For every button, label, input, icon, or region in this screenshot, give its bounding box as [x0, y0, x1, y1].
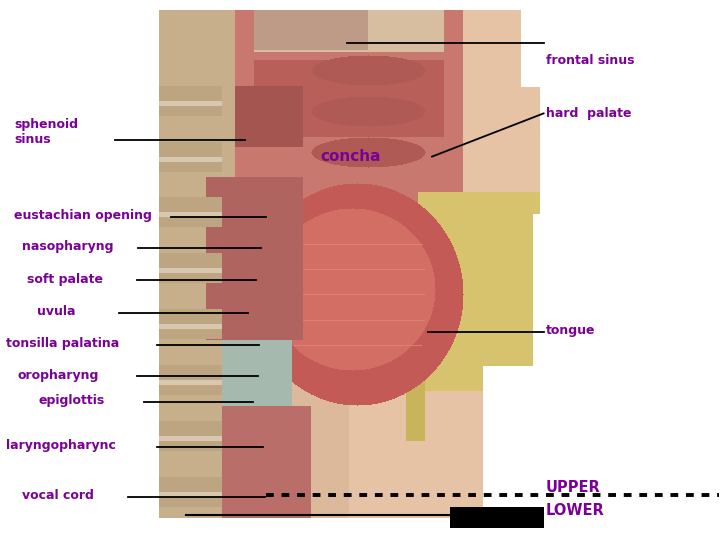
Text: tongue: tongue: [546, 324, 595, 337]
Text: laryngopharync: laryngopharync: [6, 439, 116, 452]
Bar: [450, 507, 544, 528]
Text: frontal sinus: frontal sinus: [546, 54, 634, 67]
Text: epiglottis: epiglottis: [38, 394, 104, 407]
Text: tonsilla palatina: tonsilla palatina: [6, 338, 119, 350]
Text: UPPER: UPPER: [546, 480, 600, 495]
Text: LOWER: LOWER: [546, 503, 605, 518]
Text: vocal cord: vocal cord: [22, 489, 94, 502]
Text: hard  palate: hard palate: [546, 107, 631, 120]
Text: sphenoid
sinus: sphenoid sinus: [14, 118, 78, 146]
Text: eustachian opening: eustachian opening: [14, 210, 152, 222]
Text: concha: concha: [320, 149, 381, 164]
Text: oropharyng: oropharyng: [18, 369, 99, 382]
Text: uvula: uvula: [37, 305, 76, 318]
Text: nasopharyng: nasopharyng: [22, 240, 113, 253]
Text: soft palate: soft palate: [27, 273, 104, 286]
